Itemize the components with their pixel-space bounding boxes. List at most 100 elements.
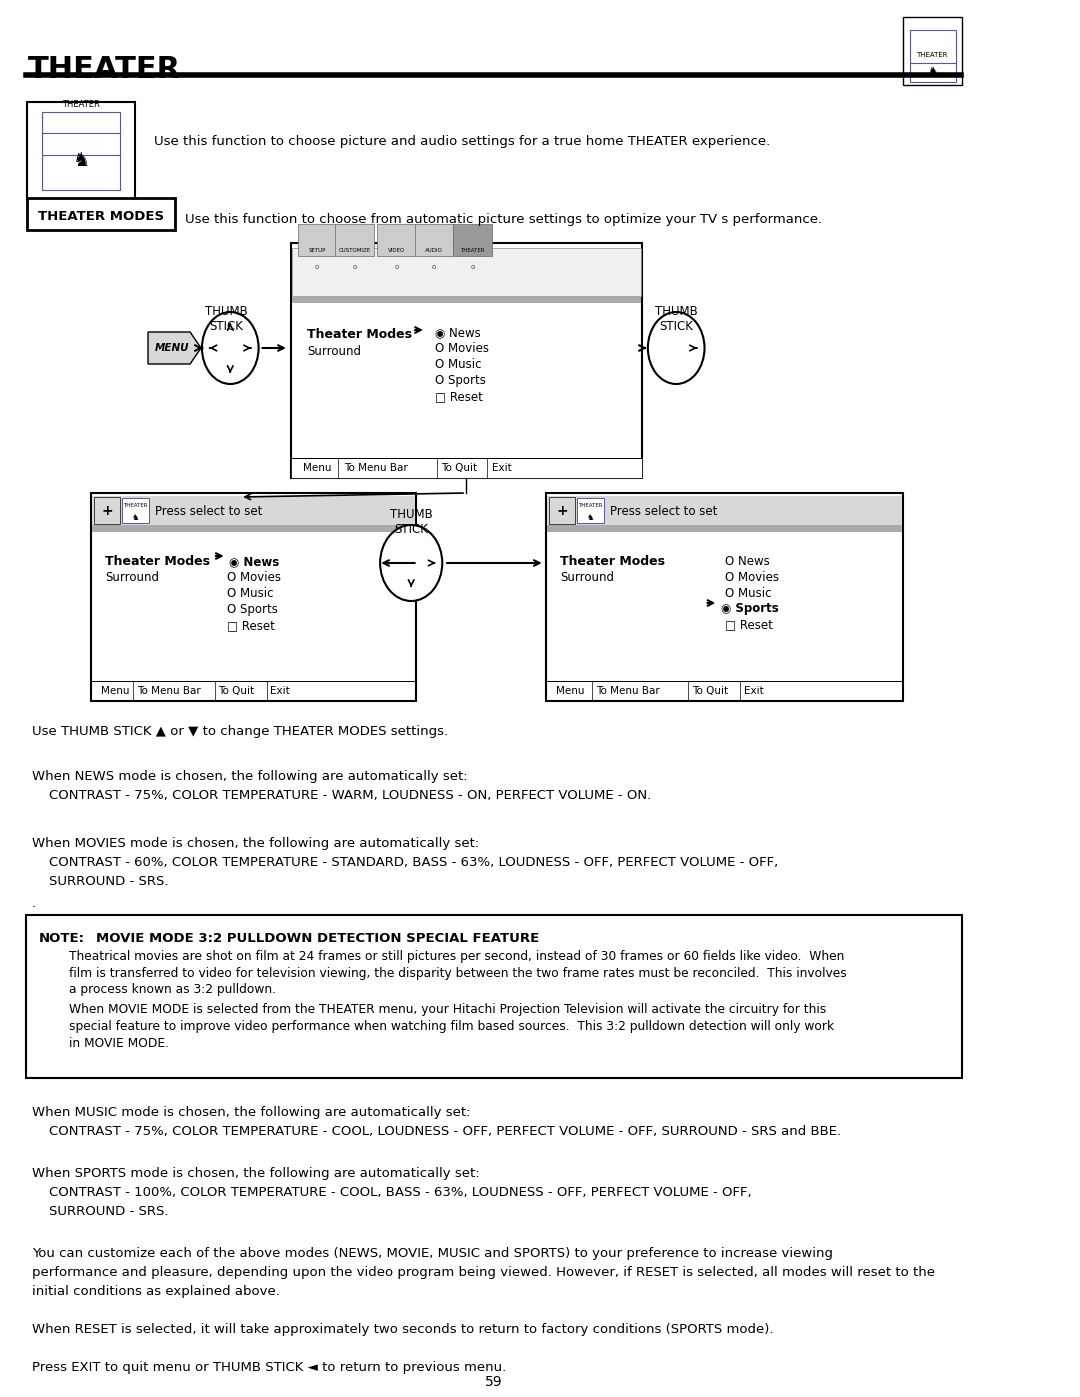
Text: Use THUMB STICK ▲ or ▼ to change THEATER MODES settings.: Use THUMB STICK ▲ or ▼ to change THEATER… <box>32 725 448 738</box>
Text: Exit: Exit <box>491 462 511 474</box>
Text: SETUP: SETUP <box>309 249 326 253</box>
Text: o: o <box>315 264 320 270</box>
Text: VIDEO: VIDEO <box>388 249 405 253</box>
Text: Press select to set: Press select to set <box>610 504 718 518</box>
FancyBboxPatch shape <box>377 224 416 256</box>
Text: +: + <box>102 504 112 518</box>
Text: Surround: Surround <box>561 571 615 584</box>
Text: SURROUND - SRS.: SURROUND - SRS. <box>32 875 168 888</box>
FancyBboxPatch shape <box>546 493 903 701</box>
Text: Menu: Menu <box>100 686 129 696</box>
Text: You can customize each of the above modes (NEWS, MOVIE, MUSIC and SPORTS) to you: You can customize each of the above mode… <box>32 1248 833 1260</box>
Polygon shape <box>148 332 201 365</box>
FancyBboxPatch shape <box>42 112 120 190</box>
Text: THUMB
STICK: THUMB STICK <box>654 305 698 332</box>
Ellipse shape <box>648 312 704 384</box>
Text: To Quit: To Quit <box>442 462 477 474</box>
FancyBboxPatch shape <box>26 915 962 1078</box>
Text: THEATER: THEATER <box>460 249 485 253</box>
Text: To Menu Bar: To Menu Bar <box>343 462 407 474</box>
Text: When RESET is selected, it will take approximately two seconds to return to fact: When RESET is selected, it will take app… <box>32 1323 773 1336</box>
FancyBboxPatch shape <box>291 243 643 478</box>
Text: THEATER: THEATER <box>63 101 100 109</box>
Text: ◉ News: ◉ News <box>435 326 481 339</box>
Text: O Movies: O Movies <box>435 342 489 355</box>
Text: film is transferred to video for television viewing, the disparity between the t: film is transferred to video for televis… <box>39 967 847 981</box>
Text: THUMB
STICK: THUMB STICK <box>205 305 248 332</box>
Text: Menu: Menu <box>303 462 332 474</box>
Text: Exit: Exit <box>744 686 764 696</box>
FancyBboxPatch shape <box>415 224 454 256</box>
Text: MENU: MENU <box>154 344 189 353</box>
Text: o: o <box>470 264 474 270</box>
Text: 59: 59 <box>485 1375 502 1389</box>
FancyBboxPatch shape <box>92 493 416 701</box>
Text: When MOVIE MODE is selected from the THEATER menu, your Hitachi Projection Telev: When MOVIE MODE is selected from the THE… <box>39 1003 826 1016</box>
Text: SURROUND - SRS.: SURROUND - SRS. <box>32 1206 168 1218</box>
Text: Use this function to choose picture and audio settings for a true home THEATER e: Use this function to choose picture and … <box>153 136 770 148</box>
FancyBboxPatch shape <box>122 497 149 522</box>
Text: CONTRAST - 75%, COLOR TEMPERATURE - COOL, LOUDNESS - OFF, PERFECT VOLUME - OFF, : CONTRAST - 75%, COLOR TEMPERATURE - COOL… <box>32 1125 841 1139</box>
FancyBboxPatch shape <box>94 497 120 524</box>
Text: performance and pleasure, depending upon the video program being viewed. However: performance and pleasure, depending upon… <box>32 1266 935 1280</box>
Text: Press select to set: Press select to set <box>156 504 262 518</box>
Text: Theater Modes: Theater Modes <box>105 555 211 569</box>
FancyBboxPatch shape <box>903 17 962 85</box>
FancyBboxPatch shape <box>92 525 415 532</box>
Text: O Movies: O Movies <box>725 571 779 584</box>
Text: When MOVIES mode is chosen, the following are automatically set:: When MOVIES mode is chosen, the followin… <box>32 837 480 849</box>
Text: THEATER: THEATER <box>916 52 948 59</box>
FancyBboxPatch shape <box>293 296 640 303</box>
Text: Press EXIT to quit menu or THUMB STICK ◄ to return to previous menu.: Press EXIT to quit menu or THUMB STICK ◄… <box>32 1361 507 1375</box>
Text: THEATER: THEATER <box>27 54 180 84</box>
Text: CUSTOMIZE: CUSTOMIZE <box>338 249 370 253</box>
FancyBboxPatch shape <box>27 198 175 231</box>
Text: To Menu Bar: To Menu Bar <box>137 686 201 696</box>
Text: To Quit: To Quit <box>218 686 255 696</box>
Text: THUMB
STICK: THUMB STICK <box>390 509 433 536</box>
FancyBboxPatch shape <box>454 224 491 256</box>
Text: O Sports: O Sports <box>435 374 486 387</box>
Text: a process known as 3:2 pulldown.: a process known as 3:2 pulldown. <box>39 983 276 996</box>
FancyBboxPatch shape <box>336 224 374 256</box>
Text: special feature to improve video performance when watching film based sources.  : special feature to improve video perform… <box>39 1020 835 1032</box>
Text: O Music: O Music <box>227 587 273 599</box>
Text: O Music: O Music <box>435 358 482 372</box>
Text: To Menu Bar: To Menu Bar <box>596 686 660 696</box>
Text: THEATER: THEATER <box>578 503 603 509</box>
Text: THEATER: THEATER <box>123 503 148 509</box>
Text: Theater Modes: Theater Modes <box>307 328 413 341</box>
FancyBboxPatch shape <box>548 496 902 525</box>
Text: NOTE:: NOTE: <box>39 932 84 944</box>
FancyBboxPatch shape <box>549 497 575 524</box>
FancyBboxPatch shape <box>27 102 135 200</box>
Text: To Quit: To Quit <box>691 686 728 696</box>
Text: ♞: ♞ <box>72 151 90 169</box>
Text: MOVIE MODE 3:2 PULLDOWN DETECTION SPECIAL FEATURE: MOVIE MODE 3:2 PULLDOWN DETECTION SPECIA… <box>96 932 539 944</box>
Text: in MOVIE MODE.: in MOVIE MODE. <box>39 1037 170 1051</box>
Text: Theatrical movies are shot on film at 24 frames or still pictures per second, in: Theatrical movies are shot on film at 24… <box>39 950 845 963</box>
Text: O News: O News <box>725 555 769 569</box>
Text: CONTRAST - 100%, COLOR TEMPERATURE - COOL, BASS - 63%, LOUDNESS - OFF, PERFECT V: CONTRAST - 100%, COLOR TEMPERATURE - COO… <box>32 1186 752 1199</box>
FancyBboxPatch shape <box>92 496 415 525</box>
Text: □ Reset: □ Reset <box>227 619 274 631</box>
FancyBboxPatch shape <box>577 497 604 522</box>
Text: initial conditions as explained above.: initial conditions as explained above. <box>32 1285 280 1298</box>
Text: O Sports: O Sports <box>227 604 278 616</box>
Text: O Music: O Music <box>725 587 771 599</box>
Text: O Movies: O Movies <box>227 571 281 584</box>
Text: ♞: ♞ <box>132 513 139 521</box>
Text: THEATER MODES: THEATER MODES <box>39 210 164 224</box>
Text: When SPORTS mode is chosen, the following are automatically set:: When SPORTS mode is chosen, the followin… <box>32 1166 480 1180</box>
Text: Theater Modes: Theater Modes <box>561 555 665 569</box>
Text: o: o <box>394 264 399 270</box>
Text: ♞: ♞ <box>928 66 939 78</box>
Text: o: o <box>352 264 356 270</box>
Text: Menu: Menu <box>555 686 584 696</box>
FancyBboxPatch shape <box>910 29 956 82</box>
Text: Surround: Surround <box>307 345 361 358</box>
Text: □ Reset: □ Reset <box>725 617 772 631</box>
Text: .: . <box>32 897 36 909</box>
Ellipse shape <box>202 312 258 384</box>
Text: When NEWS mode is chosen, the following are automatically set:: When NEWS mode is chosen, the following … <box>32 770 468 782</box>
